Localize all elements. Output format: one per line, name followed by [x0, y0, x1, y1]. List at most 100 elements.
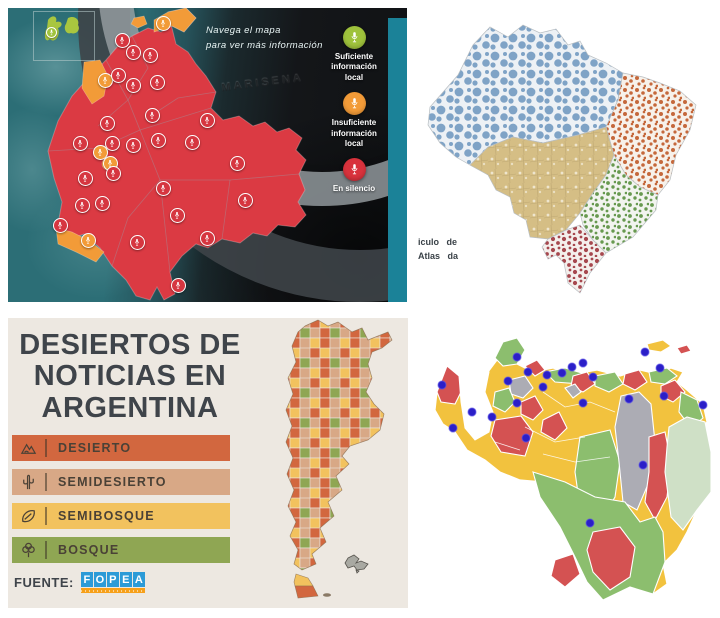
mic-marker-silencio[interactable] — [52, 217, 68, 233]
mic-marker-silencio[interactable] — [199, 230, 215, 246]
city-dot — [467, 407, 477, 417]
hint-line-1: Navega el mapa — [206, 25, 281, 36]
colombia-map[interactable] — [8, 8, 407, 302]
city-dot — [503, 376, 513, 386]
colombia-legend: Suficiente información local Insuficient… — [325, 26, 383, 204]
mic-marker-silencio[interactable] — [125, 77, 141, 93]
mic-marker-silencio[interactable] — [110, 67, 126, 83]
mic-marker-insuficiente[interactable] — [155, 15, 171, 31]
mic-marker-silencio[interactable] — [155, 180, 171, 196]
title-line-1: DESIERTOS DE — [19, 329, 241, 361]
mic-marker-silencio[interactable] — [125, 137, 141, 153]
state-patches — [436, 337, 712, 601]
fopea-letter: O — [93, 572, 106, 587]
mic-marker-silencio[interactable] — [237, 192, 253, 208]
municipal-borders — [494, 391, 616, 463]
insufficient-info-regions — [55, 8, 197, 263]
mic-marker-silencio[interactable] — [199, 112, 215, 128]
insuficiente-label: Insuficiente información local — [331, 118, 377, 148]
mic-marker-silencio[interactable] — [99, 115, 115, 131]
city-dot — [557, 368, 567, 378]
mic-marker-silencio[interactable] — [72, 135, 88, 151]
page-title: DESIERTOS DE NOTICIAS EN ARGENTINA — [12, 329, 248, 424]
teal-edge-strip — [388, 18, 407, 302]
city-dot — [640, 347, 650, 357]
legend-item-bosque: BOSQUE — [12, 537, 230, 563]
legend-divider — [45, 439, 47, 457]
fopea-letter: A — [132, 572, 145, 587]
legend-item-desierto: DESIERTO — [12, 435, 230, 461]
mic-marker-silencio[interactable] — [142, 47, 158, 63]
city-dot — [585, 518, 595, 528]
legend-item-semibosque: SEMIBOSQUE — [12, 503, 230, 529]
brazil-regions-map-panel: iculo de Atlas da — [418, 15, 720, 307]
tree-icon — [12, 541, 45, 560]
city-dot — [538, 382, 548, 392]
city-dots — [437, 347, 708, 528]
mic-marker-silencio[interactable] — [184, 134, 200, 150]
mic-marker-silencio[interactable] — [74, 197, 90, 213]
mic-marker-silencio[interactable] — [104, 135, 120, 151]
caption-line-1: iculo de — [418, 237, 458, 247]
mic-marker-silencio[interactable] — [105, 165, 121, 181]
malvinas-islands-sketch — [344, 554, 369, 574]
city-dot — [588, 372, 598, 382]
insuficiente-mic-icon — [342, 92, 366, 116]
legend-label: DESIERTO — [58, 441, 132, 455]
argentina-country-shape — [285, 319, 393, 571]
fopea-logo-bar — [80, 588, 145, 593]
legend-divider — [45, 541, 47, 559]
mic-marker-silencio[interactable] — [150, 132, 166, 148]
map-hint-text: Navega el mapa para ver más información — [206, 24, 336, 53]
mic-marker-silencio[interactable] — [114, 32, 130, 48]
mountain-icon — [12, 439, 45, 458]
mic-marker-silencio[interactable] — [77, 170, 93, 186]
brazil-region-north — [427, 24, 624, 166]
mic-marker-silencio[interactable] — [169, 207, 185, 223]
legend-divider — [45, 473, 47, 491]
tierra-del-fuego — [293, 573, 331, 599]
city-dot — [437, 380, 447, 390]
city-dot — [659, 391, 669, 401]
suficiente-label: Suficiente información local — [331, 52, 377, 82]
city-dot — [698, 400, 708, 410]
mic-marker-silencio[interactable] — [94, 195, 110, 211]
venezuela-municipalities-map-panel — [425, 332, 717, 608]
archipelago-icon — [44, 16, 79, 41]
city-dot — [521, 433, 531, 443]
city-dot — [655, 363, 665, 373]
mic-marker-insuficiente[interactable] — [92, 144, 108, 160]
mic-marker-insuficiente[interactable] — [80, 232, 96, 248]
mic-marker-suficiente[interactable] — [45, 26, 57, 38]
legend-item-semidesierto: SEMIDESIERTO — [12, 469, 230, 495]
fopea-letter: F — [80, 572, 93, 587]
city-dot — [512, 398, 522, 408]
mic-marker-silencio[interactable] — [144, 107, 160, 123]
mic-marker-silencio[interactable] — [125, 44, 141, 60]
venezuela-map — [434, 337, 712, 601]
colombia-news-map-panel: IGUA MARISENA — [8, 8, 407, 302]
mic-marker-silencio[interactable] — [129, 234, 145, 250]
mic-marker-silencio[interactable] — [170, 277, 186, 293]
mic-marker-silencio[interactable] — [149, 74, 165, 90]
fopea-letter: E — [119, 572, 132, 587]
mic-marker-silencio[interactable] — [229, 155, 245, 171]
argentina-news-deserts-panel: DESIERTOS DE NOTICIAS EN ARGENTINA DESIE… — [8, 318, 408, 608]
hint-line-2: para ver más información — [206, 39, 323, 51]
city-dot — [638, 460, 648, 470]
silencio-label: En silencio — [332, 184, 376, 194]
caption-line-2: Atlas da — [418, 250, 459, 261]
city-dot — [567, 362, 577, 372]
fopea-letter: P — [106, 572, 119, 587]
cactus-icon — [12, 473, 45, 492]
title-line-2: NOTICIAS EN — [33, 360, 227, 393]
brazil-region-south — [541, 224, 607, 294]
silencio-mic-icon — [342, 158, 366, 182]
city-dot — [523, 367, 533, 377]
islands-inset-box[interactable] — [33, 11, 95, 61]
city-dot — [578, 358, 588, 368]
legend-label: SEMIDESIERTO — [58, 475, 167, 489]
city-dot — [578, 398, 588, 408]
